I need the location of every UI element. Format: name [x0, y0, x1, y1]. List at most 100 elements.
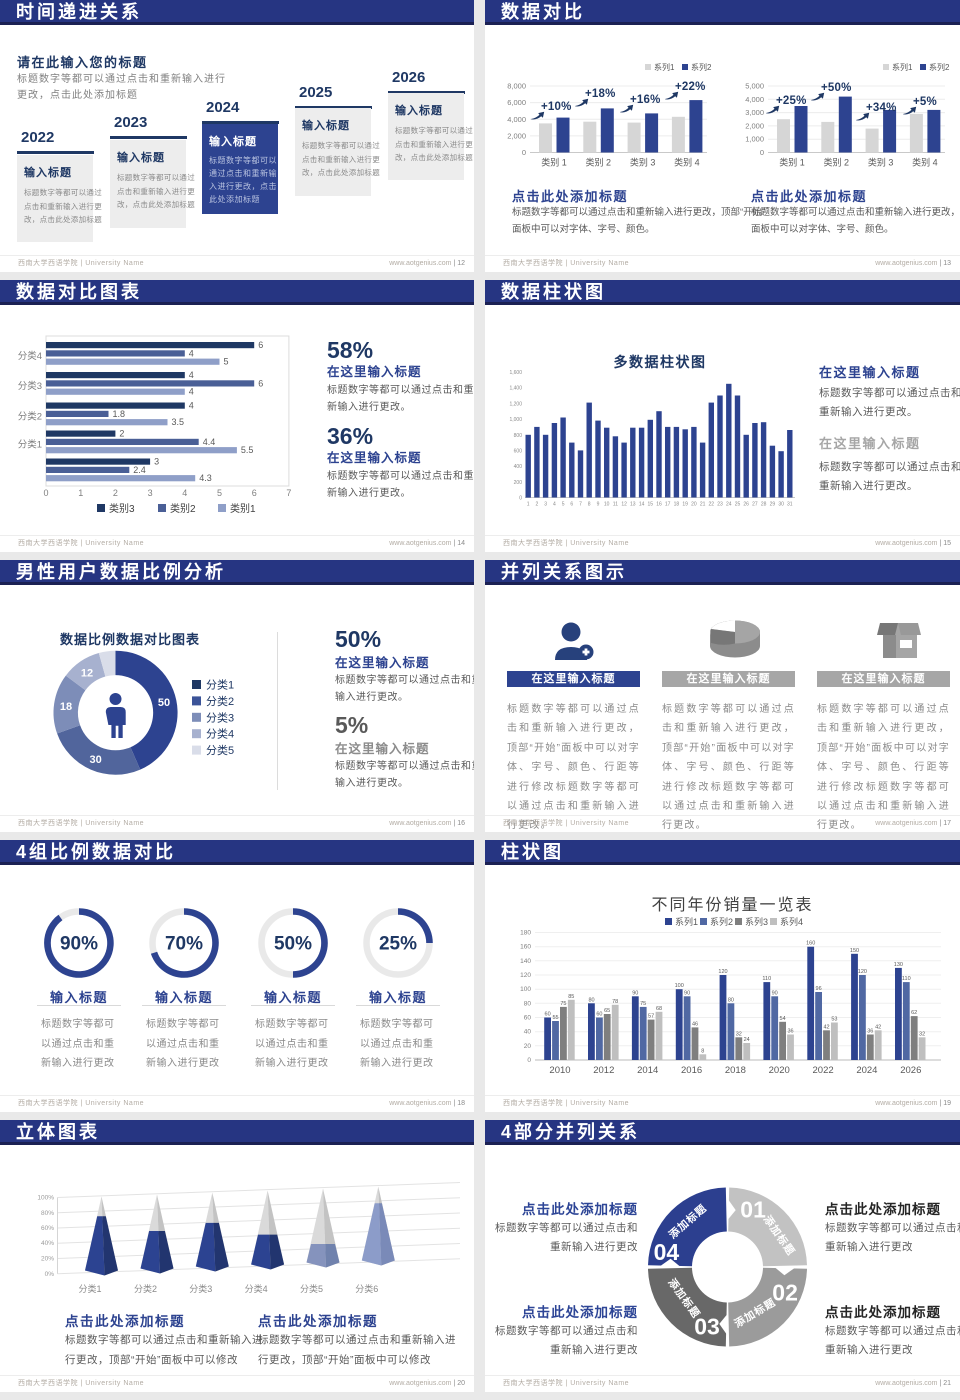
svg-text:19: 19 — [682, 502, 688, 508]
svg-text:1: 1 — [527, 502, 530, 508]
svg-text:0: 0 — [519, 496, 522, 502]
svg-text:04: 04 — [654, 1239, 680, 1265]
svg-text:25%: 25% — [379, 934, 417, 955]
svg-text:4: 4 — [553, 502, 556, 508]
svg-text:分类1: 分类1 — [206, 678, 234, 692]
svg-text:类别 4: 类别 4 — [912, 157, 938, 168]
svg-text:0: 0 — [522, 148, 526, 157]
svg-text:2: 2 — [113, 488, 118, 498]
svg-text:12: 12 — [81, 668, 93, 680]
svg-text:600: 600 — [514, 448, 523, 454]
svg-text:62: 62 — [911, 1010, 917, 1016]
svg-text:80: 80 — [524, 1000, 532, 1007]
svg-text:类别2: 类别2 — [170, 502, 196, 515]
svg-text:分类2: 分类2 — [134, 1283, 157, 1294]
svg-text:36: 36 — [787, 1029, 793, 1035]
svg-text:78: 78 — [612, 999, 618, 1005]
svg-text:系列1: 系列1 — [654, 62, 675, 72]
svg-text:12: 12 — [621, 502, 627, 508]
svg-text:0: 0 — [760, 148, 764, 157]
svg-text:2020: 2020 — [769, 1065, 790, 1076]
svg-text:54: 54 — [780, 1016, 786, 1022]
svg-text:+5%: +5% — [913, 96, 937, 108]
svg-text:70%: 70% — [165, 934, 203, 955]
svg-text:1,000: 1,000 — [509, 417, 522, 423]
svg-text:50: 50 — [158, 697, 170, 709]
svg-text:2,000: 2,000 — [745, 121, 764, 130]
svg-text:+50%: +50% — [821, 82, 852, 94]
svg-text:85: 85 — [568, 994, 574, 1000]
svg-text:+25%: +25% — [776, 95, 807, 107]
svg-text:2024: 2024 — [856, 1065, 877, 1076]
svg-text:80: 80 — [588, 997, 594, 1003]
svg-text:2012: 2012 — [593, 1065, 614, 1076]
svg-text:4,000: 4,000 — [507, 115, 526, 124]
svg-text:1,200: 1,200 — [509, 401, 522, 407]
svg-text:0: 0 — [527, 1057, 531, 1064]
svg-text:2: 2 — [119, 429, 124, 439]
svg-text:4: 4 — [189, 387, 194, 397]
svg-text:6: 6 — [258, 340, 263, 350]
svg-text:0%: 0% — [45, 1271, 55, 1278]
svg-text:800: 800 — [514, 433, 523, 439]
svg-text:1,600: 1,600 — [509, 370, 522, 376]
svg-text:50%: 50% — [274, 934, 312, 955]
svg-text:类别 1: 类别 1 — [541, 157, 567, 168]
svg-text:24: 24 — [726, 502, 732, 508]
svg-text:类别 2: 类别 2 — [586, 157, 612, 168]
svg-text:系列3: 系列3 — [745, 916, 768, 927]
svg-text:18: 18 — [60, 701, 72, 713]
svg-text:分类4: 分类4 — [206, 727, 234, 741]
svg-text:75: 75 — [640, 1001, 646, 1007]
svg-text:100: 100 — [675, 983, 684, 989]
svg-text:0: 0 — [43, 488, 48, 498]
svg-text:42: 42 — [823, 1024, 829, 1030]
svg-text:400: 400 — [514, 464, 523, 470]
svg-text:分类5: 分类5 — [206, 743, 234, 757]
svg-text:60: 60 — [545, 1012, 551, 1018]
svg-text:4,000: 4,000 — [745, 95, 764, 104]
svg-text:分类3: 分类3 — [18, 380, 42, 392]
svg-text:分类3: 分类3 — [189, 1283, 212, 1294]
svg-text:系列2: 系列2 — [710, 916, 733, 927]
svg-text:类别 1: 类别 1 — [779, 157, 805, 168]
svg-text:5: 5 — [224, 357, 229, 367]
svg-text:68: 68 — [656, 1006, 662, 1012]
svg-text:22: 22 — [709, 502, 715, 508]
svg-text:2022: 2022 — [813, 1065, 834, 1076]
svg-text:类别 3: 类别 3 — [868, 157, 894, 168]
svg-text:1.8: 1.8 — [113, 409, 126, 419]
svg-text:5.5: 5.5 — [241, 445, 254, 455]
svg-text:类别3: 类别3 — [109, 502, 135, 515]
svg-text:60: 60 — [524, 1015, 532, 1022]
svg-text:100%: 100% — [37, 1195, 54, 1202]
svg-text:15: 15 — [648, 502, 654, 508]
svg-text:60%: 60% — [41, 1225, 54, 1232]
svg-text:分类4: 分类4 — [245, 1283, 268, 1294]
svg-text:31: 31 — [787, 502, 793, 508]
svg-text:4: 4 — [189, 401, 194, 411]
svg-text:3: 3 — [544, 502, 547, 508]
svg-text:03: 03 — [694, 1314, 720, 1340]
svg-text:53: 53 — [831, 1017, 837, 1023]
svg-text:5,000: 5,000 — [745, 82, 764, 91]
svg-text:7: 7 — [579, 502, 582, 508]
svg-text:80: 80 — [728, 997, 734, 1003]
svg-text:2016: 2016 — [681, 1065, 702, 1076]
svg-text:30: 30 — [89, 754, 101, 766]
svg-text:180: 180 — [520, 930, 531, 937]
svg-text:8: 8 — [701, 1048, 704, 1054]
svg-text:18: 18 — [674, 502, 680, 508]
svg-text:2018: 2018 — [725, 1065, 746, 1076]
svg-text:80%: 80% — [41, 1210, 54, 1217]
svg-text:分类2: 分类2 — [206, 694, 234, 708]
svg-text:2,000: 2,000 — [507, 131, 526, 140]
svg-text:1,000: 1,000 — [745, 135, 764, 144]
svg-text:13: 13 — [630, 502, 636, 508]
svg-text:6: 6 — [570, 502, 573, 508]
svg-text:系列1: 系列1 — [675, 916, 698, 927]
svg-text:4.4: 4.4 — [203, 437, 216, 447]
svg-text:4.3: 4.3 — [199, 473, 212, 483]
svg-text:+22%: +22% — [675, 81, 706, 93]
svg-text:分类3: 分类3 — [206, 710, 234, 724]
